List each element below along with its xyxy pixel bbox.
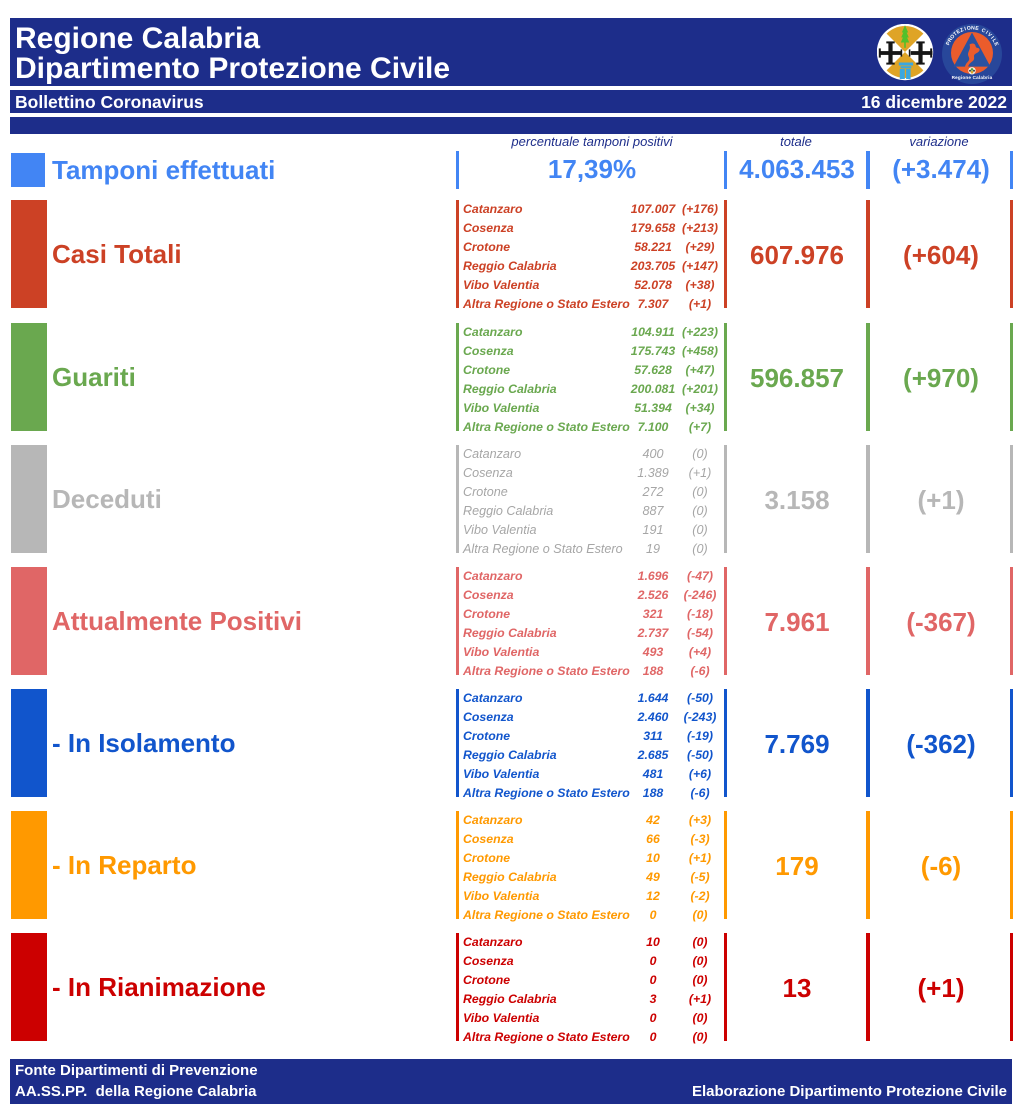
svg-text:N: N — [971, 25, 975, 31]
svg-text:I: I — [989, 35, 995, 40]
svg-text:R: R — [947, 37, 954, 44]
svg-text:Regione Calabria: Regione Calabria — [952, 75, 993, 80]
svg-text:I: I — [984, 30, 989, 36]
svg-text:O: O — [967, 25, 972, 31]
svg-text:C: C — [980, 27, 986, 34]
svg-text:L: L — [991, 38, 998, 45]
svg-text:E: E — [992, 41, 999, 47]
svg-text:P: P — [945, 40, 952, 46]
svg-text:T: T — [952, 31, 959, 38]
svg-text:Z: Z — [959, 27, 965, 34]
svg-text:E: E — [975, 26, 980, 33]
svg-text:E: E — [956, 28, 963, 35]
svg-text:O: O — [949, 34, 956, 41]
svg-text:V: V — [986, 32, 993, 39]
svg-text:I: I — [964, 26, 967, 32]
